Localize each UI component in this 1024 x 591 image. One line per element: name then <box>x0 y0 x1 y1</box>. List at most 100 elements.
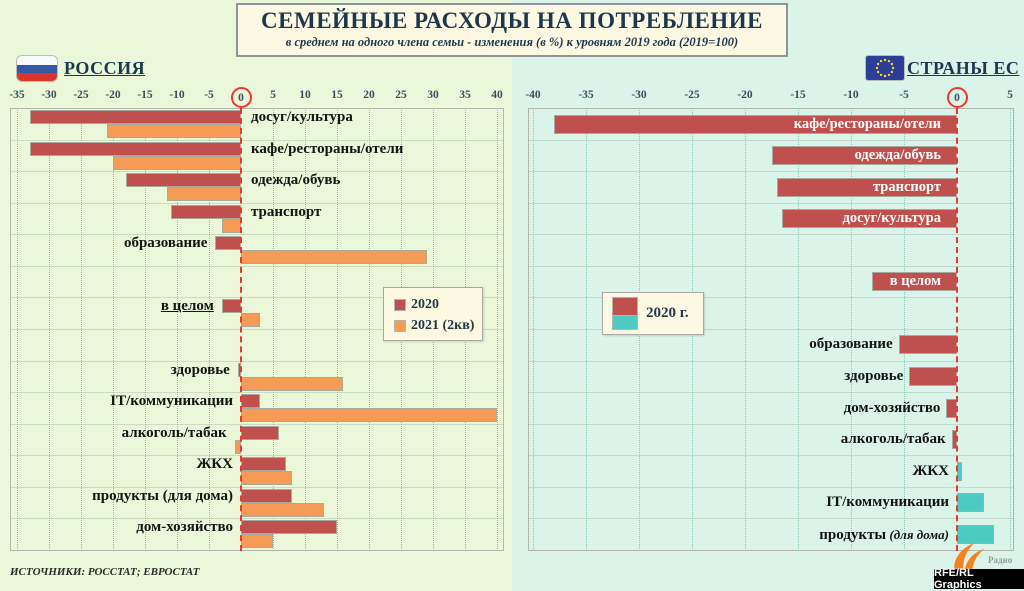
category-label: одежда/обувь <box>854 147 941 164</box>
category-label: образование <box>809 336 893 353</box>
axis-zero-label: 0 <box>230 87 252 108</box>
category-label: транспорт <box>872 178 941 195</box>
bar <box>241 250 427 265</box>
bar <box>221 299 241 314</box>
legend-swatch-negative <box>612 297 638 316</box>
bar <box>241 376 344 391</box>
row-gridline <box>10 360 504 362</box>
row-gridline <box>528 234 1014 236</box>
eu-stars-icon <box>875 58 895 78</box>
legend-russia: 2020 2021 (2кв) <box>383 287 483 341</box>
axis-tick-label: 40 <box>491 89 503 101</box>
axis-tick-label: -30 <box>41 89 57 101</box>
axis-tick-label: -10 <box>169 89 185 101</box>
legend-swatch-2020 <box>394 298 406 311</box>
bar <box>221 218 241 233</box>
tick-gridline <box>337 108 338 551</box>
bar <box>106 124 241 138</box>
legend-label-2020: 2020 <box>411 296 439 312</box>
row-gridline <box>528 518 1014 520</box>
tick-gridline <box>177 108 178 551</box>
tick-gridline <box>533 108 534 551</box>
axis-tick-label: -5 <box>204 89 214 101</box>
row-gridline <box>528 455 1014 457</box>
row-gridline <box>10 139 504 141</box>
category-label: досуг/культура <box>251 109 353 125</box>
axis-tick-label: -40 <box>525 89 541 101</box>
bar <box>909 367 957 387</box>
axis-tick-label: -35 <box>9 89 25 101</box>
axis-tick-label: 5 <box>1007 89 1013 101</box>
bar <box>957 493 984 513</box>
category-label: IT/коммуникации <box>826 494 949 511</box>
zero-dashed-line <box>240 108 242 551</box>
row-gridline <box>10 455 504 457</box>
category-label-note: (для дома) <box>886 526 949 542</box>
category-label: кафе/рестораны/отели <box>251 140 404 157</box>
row-gridline <box>528 486 1014 488</box>
legend-eu: 2020 г. <box>602 292 704 335</box>
category-label: досуг/культура <box>842 210 941 227</box>
row-gridline <box>528 171 1014 173</box>
bar <box>241 425 280 440</box>
flag-stripe-blue <box>17 64 57 73</box>
category-label: образование <box>123 235 208 252</box>
bar <box>898 335 957 355</box>
category-label: в целом <box>889 273 941 290</box>
row-gridline <box>528 265 1014 267</box>
eu-flag-icon <box>866 56 904 80</box>
tick-gridline <box>369 108 370 551</box>
axis-tick-label: -5 <box>899 89 909 101</box>
axis-tick-label: 25 <box>395 89 407 101</box>
category-label: алкоголь/табак <box>121 424 227 441</box>
tick-gridline <box>49 108 50 551</box>
row-gridline <box>10 518 504 520</box>
axis-tick-label: -15 <box>137 89 153 101</box>
radio-label: Радио <box>988 555 1013 565</box>
bar <box>241 534 273 549</box>
flag-stripe-white <box>17 56 57 65</box>
category-label: дом-хозяйство <box>843 399 941 416</box>
bar <box>215 236 241 251</box>
rferl-bird-icon <box>950 541 986 578</box>
panel-title-russia: РОССИЯ <box>64 58 146 78</box>
row-gridline <box>528 297 1014 299</box>
axis-tick-label: -25 <box>684 89 700 101</box>
row-gridline <box>10 171 504 173</box>
category-label: ЖКХ <box>912 462 949 479</box>
bar <box>241 520 337 535</box>
axis-tick-label: -20 <box>105 89 121 101</box>
legend-swatch-stack <box>612 297 638 330</box>
axis-tick-label: 15 <box>331 89 343 101</box>
legend-label-2020g: 2020 г. <box>646 305 689 321</box>
row-gridline <box>10 486 504 488</box>
category-label: кафе/рестораны/отели <box>793 115 941 132</box>
category-label: IT/коммуникации <box>110 393 233 410</box>
row-gridline <box>10 265 504 267</box>
bar <box>170 204 241 219</box>
bar <box>29 141 241 156</box>
axis-tick-label: 20 <box>363 89 375 101</box>
bar <box>241 457 286 472</box>
tick-gridline <box>745 108 746 551</box>
axis-tick-label: -20 <box>737 89 753 101</box>
tick-gridline <box>798 108 799 551</box>
legend-label-2021: 2021 (2кв) <box>411 317 475 333</box>
bar <box>241 471 293 486</box>
tick-gridline <box>209 108 210 551</box>
category-label: одежда/обувь <box>251 172 341 189</box>
axis-tick-label: -10 <box>843 89 859 101</box>
row-gridline <box>10 392 504 394</box>
bar <box>241 394 261 409</box>
bar <box>125 173 241 188</box>
page-subtitle: в среднем на одного члена семьи - измене… <box>285 35 739 49</box>
panel-title-eu: СТРАНЫ ЕС <box>907 58 1020 78</box>
tick-gridline <box>81 108 82 551</box>
right-panel-background <box>512 0 1024 591</box>
axis-tick-label: 35 <box>459 89 471 101</box>
tick-gridline <box>904 108 905 551</box>
tick-gridline <box>497 108 498 551</box>
tick-gridline <box>305 108 306 551</box>
plot-area <box>10 108 504 551</box>
axis-tick-label: -15 <box>790 89 806 101</box>
